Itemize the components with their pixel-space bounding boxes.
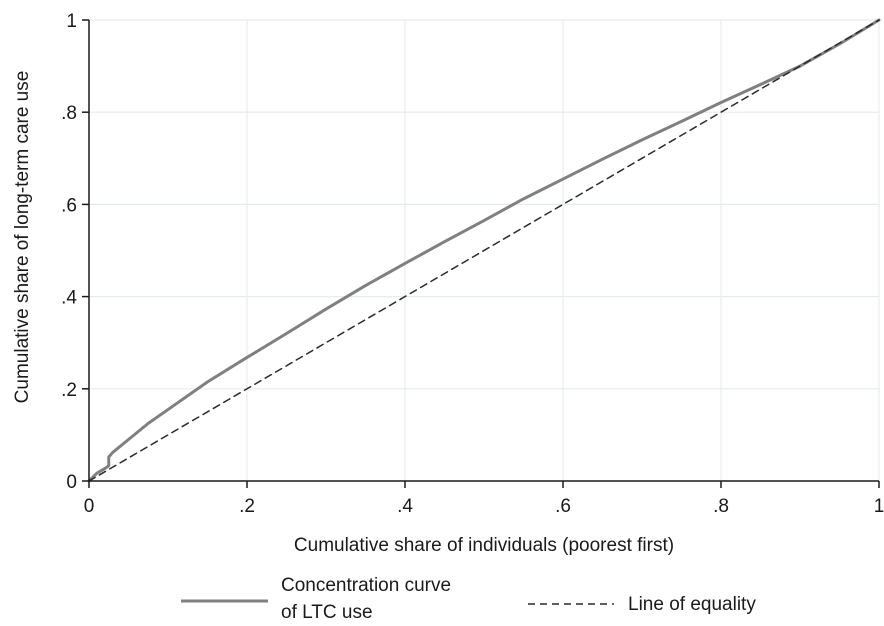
legend-label-line-of-equality: Line of equality — [628, 594, 756, 615]
x-tick-label-1: .2 — [239, 496, 255, 517]
legend-label-concentration-curve: Concentration curve of LTC use — [281, 575, 456, 623]
grid-lines — [88, 19, 880, 482]
tick-marks — [82, 19, 880, 488]
y-tick-label-2: .4 — [61, 288, 77, 309]
x-tick-label-5: 1 — [874, 496, 884, 517]
legend: Concentration curve of LTC use Line of e… — [181, 575, 756, 623]
y-tick-label-5: 1 — [66, 11, 77, 32]
x-axis-label: Cumulative share of individuals (poorest… — [294, 535, 674, 556]
y-tick-label-4: .8 — [61, 103, 77, 124]
legend-label-line-2: of LTC use — [281, 602, 373, 623]
axes — [88, 20, 879, 482]
x-tick-label-2: .4 — [397, 496, 413, 517]
x-tick-label-4: .8 — [713, 496, 729, 517]
x-tick-label-0: 0 — [84, 496, 95, 517]
y-tick-label-3: .6 — [61, 195, 77, 216]
legend-label-line-1: Concentration curve — [281, 575, 451, 596]
y-tick-label-1: .2 — [61, 380, 77, 401]
x-tick-label-3: .6 — [555, 496, 571, 517]
series-lines — [87, 18, 881, 483]
y-axis-label: Cumulative share of long-term care use — [12, 71, 33, 404]
y-tick-label-0: 0 — [66, 472, 77, 493]
concentration-curve-series — [87, 18, 881, 483]
line-of-equality-series — [88, 19, 880, 482]
